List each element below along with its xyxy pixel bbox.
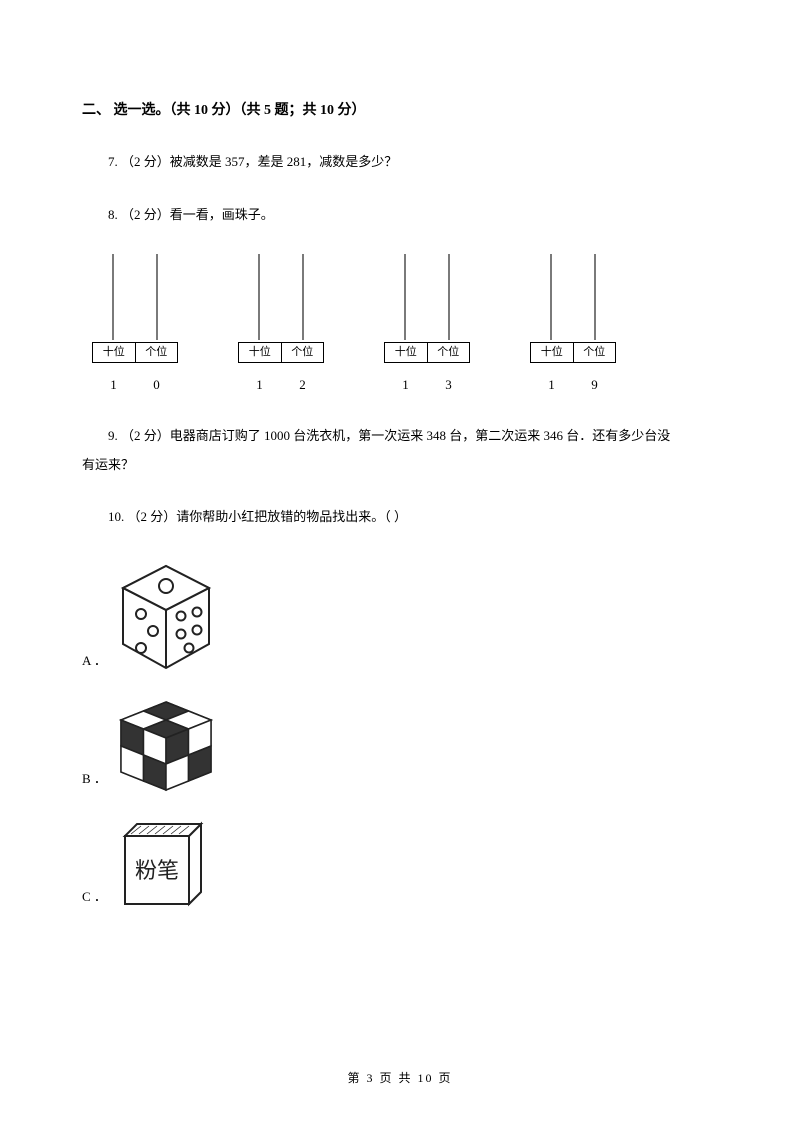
digit-pair-3: 1 3	[384, 375, 470, 396]
q9-line1: 9. （2 分）电器商店订购了 1000 台洗衣机，第一次运来 348 台，第二…	[82, 422, 718, 451]
svg-text:粉笔: 粉笔	[135, 858, 179, 883]
abacus-rods-icon	[238, 254, 324, 342]
choice-a: A ．	[82, 556, 718, 676]
ones-label: 个位	[136, 343, 178, 363]
abacus-3: 十位 个位	[384, 254, 470, 364]
abacus-label: 十位 个位	[384, 342, 470, 364]
question-9: 9. （2 分）电器商店订购了 1000 台洗衣机，第一次运来 348 台，第二…	[82, 422, 718, 479]
digit-tens: 1	[238, 375, 281, 396]
dice-icon	[111, 556, 221, 676]
abacus-1: 十位 个位	[92, 254, 178, 364]
question-10-text: 10. （2 分）请你帮助小红把放错的物品找出来。（ ）	[82, 503, 718, 532]
chalk-box-icon: 粉笔	[111, 812, 211, 912]
digit-ones: 2	[281, 375, 324, 396]
abacus-row: 十位 个位 十位 个位 十位 个位 十位 个位	[92, 254, 718, 364]
tens-label: 十位	[385, 343, 428, 363]
digit-pair-2: 1 2	[238, 375, 324, 396]
q9-line2: 有运来？	[82, 451, 718, 480]
digit-pair-4: 1 9	[530, 375, 616, 396]
page-footer: 第 3 页 共 10 页	[0, 1069, 800, 1088]
abacus-label: 十位 个位	[92, 342, 178, 364]
tens-label: 十位	[93, 343, 136, 363]
abacus-rods-icon	[92, 254, 178, 342]
choice-b: B ．	[82, 694, 718, 794]
section-title: 二、 选一选。（共 10 分）（共 5 题；共 10 分）	[82, 100, 718, 122]
checkered-cube-icon	[111, 694, 221, 794]
digit-ones: 9	[573, 375, 616, 396]
question-8-text: 8. （2 分）看一看，画珠子。	[82, 201, 718, 230]
abacus-rods-icon	[530, 254, 616, 342]
ones-label: 个位	[282, 343, 324, 363]
abacus-2: 十位 个位	[238, 254, 324, 364]
choice-b-label: B ．	[82, 769, 107, 790]
choice-a-label: A ．	[82, 651, 107, 672]
abacus-rods-icon	[384, 254, 470, 342]
choice-c: C ． 粉笔	[82, 812, 718, 912]
question-7: 7. （2 分）被减数是 357，差是 281，减数是多少？	[82, 148, 718, 177]
digit-ones: 0	[135, 375, 178, 396]
choice-c-label: C ．	[82, 887, 107, 908]
abacus-4: 十位 个位	[530, 254, 616, 364]
digit-tens: 1	[384, 375, 427, 396]
abacus-label: 十位 个位	[530, 342, 616, 364]
digit-row: 1 0 1 2 1 3 1 9	[92, 375, 718, 396]
digit-ones: 3	[427, 375, 470, 396]
ones-label: 个位	[428, 343, 470, 363]
tens-label: 十位	[531, 343, 574, 363]
abacus-label: 十位 个位	[238, 342, 324, 364]
digit-tens: 1	[92, 375, 135, 396]
digit-pair-1: 1 0	[92, 375, 178, 396]
tens-label: 十位	[239, 343, 282, 363]
digit-tens: 1	[530, 375, 573, 396]
ones-label: 个位	[574, 343, 616, 363]
